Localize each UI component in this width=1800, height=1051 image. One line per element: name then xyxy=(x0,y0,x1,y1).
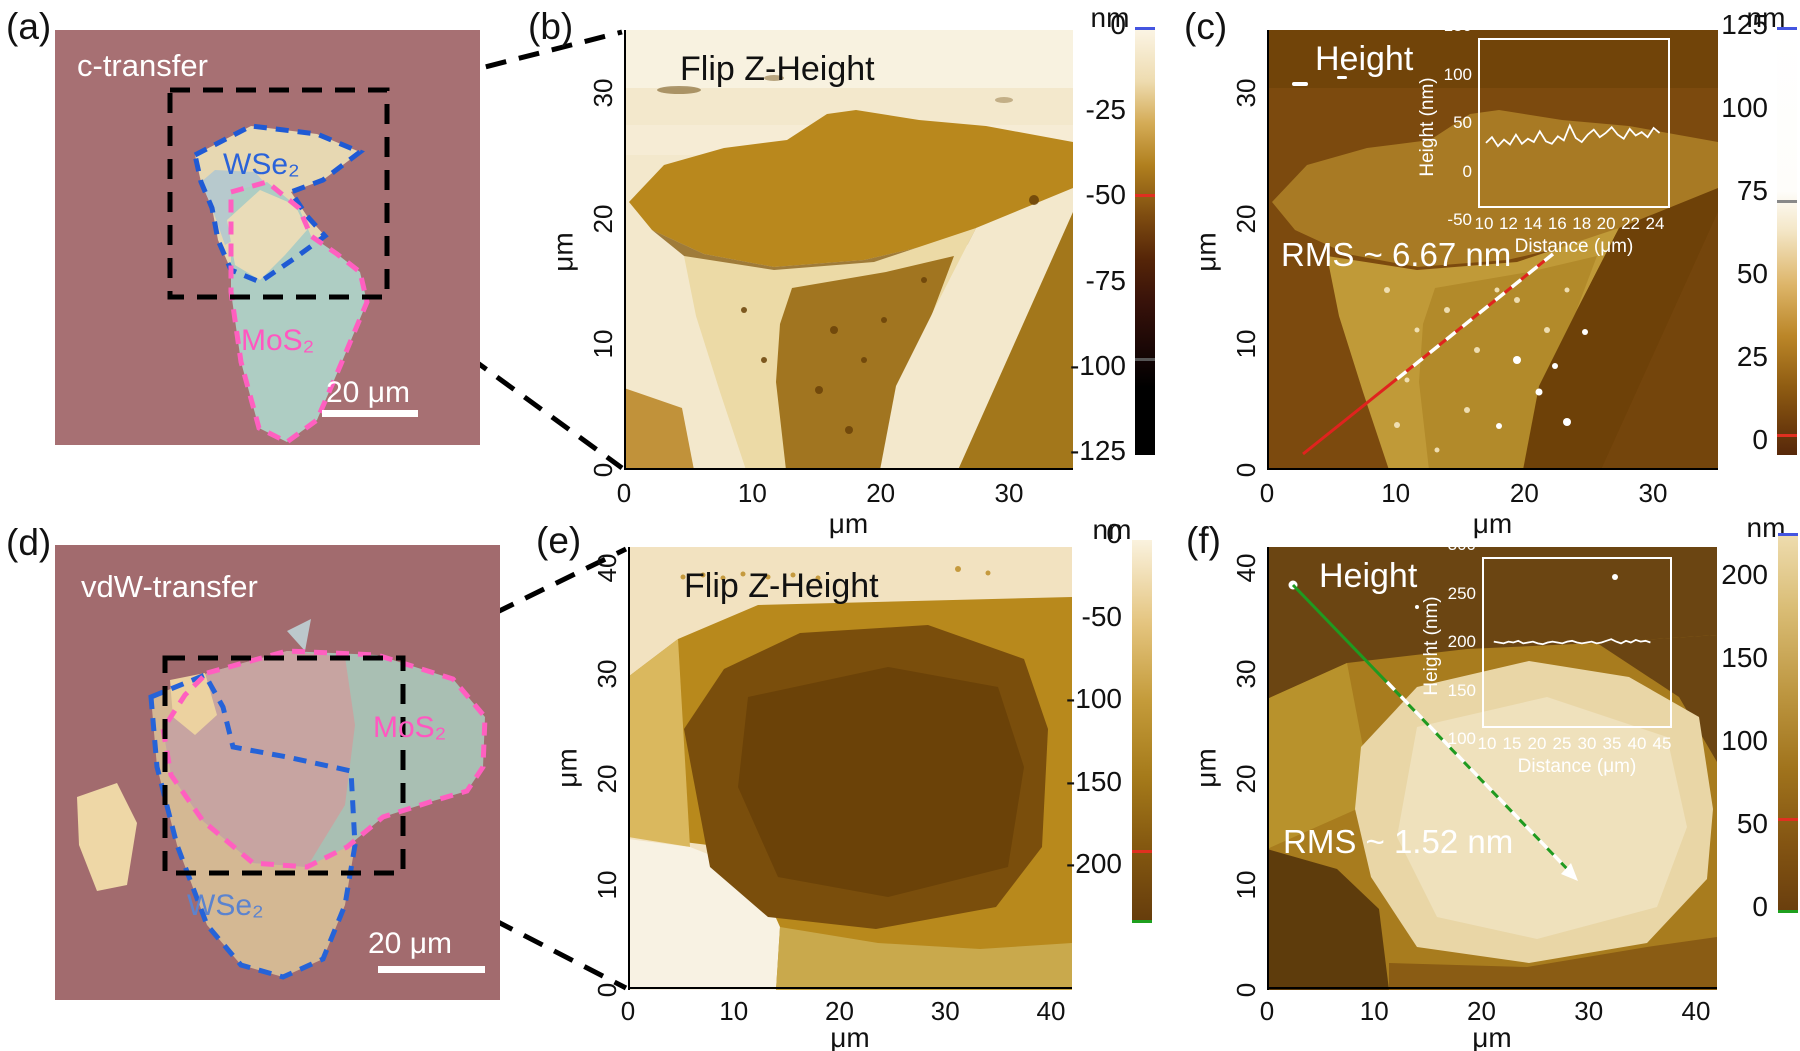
inset-c-y-ticks: 150 100 50 0 -50 xyxy=(1443,16,1472,229)
wse2-outline xyxy=(192,123,365,285)
inset-f-x-label: Distance (μm) xyxy=(1517,756,1637,777)
transfer-method-label: c-transfer xyxy=(77,48,208,83)
mos2-label: MoS₂ xyxy=(373,711,447,744)
inset-c-chart xyxy=(1485,123,1661,148)
colorbar-b-unit: nm xyxy=(1090,2,1130,33)
afm-f-x-axis-label: μm xyxy=(1472,1022,1512,1051)
inset-c-x-label: Distance (μm) xyxy=(1514,236,1634,257)
scale-bar-text: 20 μm xyxy=(368,927,452,960)
afm-b-x-axis-label: μm xyxy=(828,508,869,539)
panel-a-optical-image: c-transfer WSe₂ MoS₂ 20 μm xyxy=(55,30,480,445)
rms-value-f: RMS ~ 1.52 nm xyxy=(1283,823,1514,860)
colorbar-e-under-cap xyxy=(1132,920,1152,923)
inset-f-frame xyxy=(1482,557,1672,728)
zoom-region-box xyxy=(162,655,406,876)
scale-bar-text: 20 μm xyxy=(326,376,410,409)
afm-e-y-axis-label: μm xyxy=(551,748,583,788)
rms-value-c: RMS ~ 6.67 nm xyxy=(1281,236,1512,273)
profile-line-c xyxy=(1302,252,1555,456)
afm-b-title: Flip Z-Height xyxy=(680,50,875,88)
afm-f-title: Height xyxy=(1319,557,1418,595)
afm-b-y-axis-ticks: 30 20 10 0 xyxy=(587,78,618,478)
afm-c-y-axis-ticks: 30 20 10 0 xyxy=(1230,78,1261,478)
optical-d-graphic xyxy=(55,545,500,1000)
optical-a-graphic xyxy=(55,30,480,445)
afm-b-graphic xyxy=(624,30,1073,470)
colorbar-e-labels: 0 -50 -100 -150 -200 xyxy=(1065,518,1122,879)
inset-f-chart xyxy=(1493,638,1651,646)
panel-b-afm-image: Flip Z-Height xyxy=(624,30,1073,470)
scale-bar xyxy=(378,966,485,973)
panel-f-letter: (f) xyxy=(1186,520,1221,561)
colorbar-b-labels: 0 -25 -50 -75 -100 -125 xyxy=(1069,9,1126,466)
afm-f-y-axis-label: μm xyxy=(1190,748,1222,788)
inset-c-y-label: Height (nm) xyxy=(1417,77,1438,177)
scale-bar xyxy=(322,410,418,417)
colorbar-b xyxy=(1135,30,1155,455)
wse2-label: WSe₂ xyxy=(223,148,300,181)
colorbar-e-unit: nm xyxy=(1092,514,1132,545)
colorbar-c-labels: 125 100 75 50 25 0 xyxy=(1721,9,1768,455)
inset-f-y-label: Height (nm) xyxy=(1421,596,1442,696)
afm-b-x-axis-ticks: 0 10 20 30 xyxy=(616,478,1024,508)
panel-d-optical-image: vdW-transfer MoS₂ WSe₂ 20 μm xyxy=(55,545,500,1000)
inset-profile-c: 150 100 50 0 -50 10 12 14 16 18 20 22 24 Height (nm… xyxy=(1417,16,1670,257)
inset-f-y-ticks: 300 250 200 150 100 xyxy=(1447,535,1476,748)
colorbar-b-marker-red xyxy=(1135,194,1155,197)
afm-e-graphic xyxy=(628,547,1072,990)
colorbar-b-marker-gray xyxy=(1135,358,1155,361)
colorbar-f xyxy=(1778,535,1798,913)
inset-c-frame xyxy=(1478,38,1670,208)
afm-c-x-axis-ticks: 0 10 20 30 xyxy=(1259,478,1668,508)
afm-b-y-axis-label: μm xyxy=(547,232,579,272)
panel-a-letter: (a) xyxy=(6,6,52,47)
colorbar-f-marker-red xyxy=(1778,818,1798,821)
colorbar-c xyxy=(1777,30,1797,455)
afm-c-y-axis-label: μm xyxy=(1190,232,1222,272)
panel-e-letter: (e) xyxy=(536,520,582,561)
colorbar-f-under-cap xyxy=(1778,910,1798,913)
wse2-label: WSe₂ xyxy=(187,889,264,922)
colorbar-f-over-cap xyxy=(1778,533,1798,536)
afm-e-x-axis-label: μm xyxy=(830,1022,870,1051)
inset-f-x-ticks: 1015202530354045 xyxy=(1477,734,1672,753)
profile-line-f xyxy=(1288,580,1578,881)
afm-e-title: Flip Z-Height xyxy=(684,567,879,605)
afm-c-graphic xyxy=(1267,30,1718,470)
afm-f-graphic xyxy=(1267,547,1717,990)
inset-c-x-ticks: 10 12 14 16 18 20 22 24 xyxy=(1474,214,1665,233)
panel-d-letter: (d) xyxy=(6,522,52,563)
colorbar-c-marker-red xyxy=(1777,434,1797,437)
afm-f-y-axis-ticks: 40 30 20 10 0 xyxy=(1230,553,1261,998)
afm-e-y-axis-ticks: 40 30 20 10 0 xyxy=(591,553,622,998)
colorbar-b-over-cap xyxy=(1135,27,1155,30)
transfer-method-label: vdW-transfer xyxy=(81,569,258,604)
afm-c-x-axis-label: μm xyxy=(1472,508,1513,539)
colorbar-e-marker-red xyxy=(1132,850,1152,853)
panel-f-afm-image: Height RMS ~ 1.52 nm 300 250 200 150 100 10 1… xyxy=(1267,535,1717,990)
colorbar-e xyxy=(1132,540,1152,923)
colorbar-f-labels: 200 150 100 50 0 xyxy=(1721,559,1768,922)
afm-e-x-axis-ticks: 0 10 20 30 40 xyxy=(620,996,1066,1026)
colorbar-c-over-cap xyxy=(1777,27,1797,30)
zoom-region-box xyxy=(167,87,390,300)
colorbar-c-marker-gray xyxy=(1777,200,1797,203)
panel-b-letter: (b) xyxy=(528,6,574,47)
panel-c-letter: (c) xyxy=(1184,6,1228,47)
mos2-outline xyxy=(160,648,488,870)
mos2-label: MoS₂ xyxy=(241,324,315,357)
panel-c-afm-image: Height RMS ~ 6.67 nm 150 100 50 0 -50 10 12 14… xyxy=(1267,16,1718,470)
afm-c-title: Height xyxy=(1315,40,1414,78)
afm-f-x-axis-ticks: 0 10 20 30 40 xyxy=(1259,996,1711,1026)
panel-e-afm-image: Flip Z-Height xyxy=(628,547,1072,990)
